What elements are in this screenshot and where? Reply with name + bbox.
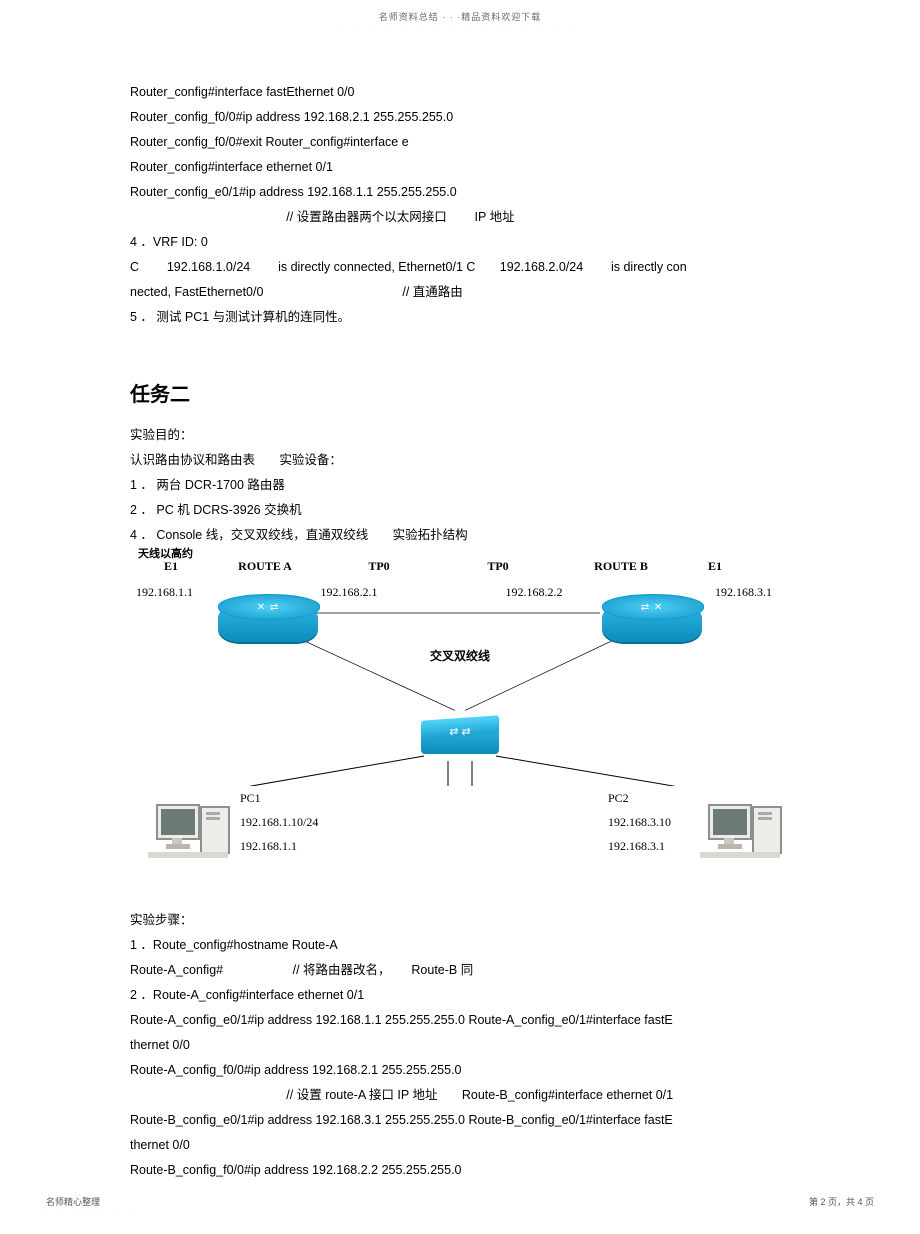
- code-line: Router_config_f0/0#exit Router_config#in…: [130, 130, 790, 155]
- code-line: 5 ． 测试 PC1 与测试计算机的连同性。: [130, 305, 790, 330]
- text-line: 4 ． Console 线，交叉双绞线，直通双绞线 实验拓扑结构: [130, 523, 790, 548]
- pc1-ip: 192.168.1.10/24: [240, 810, 318, 834]
- code-line: Router_config#interface ethernet 0/1: [130, 155, 790, 180]
- text-line: 1 ． 两台 DCR-1700 路由器: [130, 473, 790, 498]
- text-line: 实验步骤：: [130, 908, 790, 933]
- pc1-name: PC1: [240, 786, 318, 810]
- code-line: // 设置 route-A 接口 IP 地址 Route-B_config#in…: [130, 1083, 790, 1108]
- switch-row: ⇄ ⇄: [130, 726, 790, 786]
- page-content: Router_config#interface fastEthernet 0/0…: [0, 30, 920, 1183]
- pc2-label: PC2 192.168.3.10 192.168.3.1: [608, 786, 671, 858]
- code-line: Route-A_config_f0/0#ip address 192.168.2…: [130, 1058, 790, 1083]
- comment: IP 地址: [475, 210, 515, 224]
- pc1-label: PC1 192.168.1.10/24 192.168.1.1: [240, 786, 318, 858]
- code-line: Router_config_f0/0#ip address 192.168.2.…: [130, 105, 790, 130]
- header-title: 名师资料总结 · · ·精品资料欢迎下载: [0, 0, 920, 23]
- footer-right: 第 2 页，共 4 页: [809, 1195, 874, 1208]
- code-line: Route-A_config_e0/1#ip address 192.168.1…: [130, 1008, 790, 1033]
- code-line: thernet 0/0: [130, 1033, 790, 1058]
- pc2-ip: 192.168.3.10: [608, 810, 671, 834]
- code-line: // 设置路由器两个以太网接口 IP 地址: [130, 205, 790, 230]
- footer-left-dots: · · · · · · ·: [46, 1212, 135, 1218]
- code-line: 4 ．VRF ID: 0: [130, 230, 790, 255]
- switch-icon: ⇄ ⇄: [421, 716, 499, 760]
- switch-arrows-icon: ⇄ ⇄: [421, 721, 499, 743]
- comment: // 直通路由: [402, 285, 462, 299]
- comment: // 设置 route-A 接口 IP 地址: [286, 1088, 437, 1102]
- code-line: Route-A_config# // 将路由器改名， Route-B 同: [130, 958, 790, 983]
- code-line: C 192.168.1.0/24 is directly connected, …: [130, 255, 790, 280]
- router-row: ✕ ⇄ ⇄ ✕ 交叉双绞线: [130, 600, 790, 730]
- pc2-gw: 192.168.3.1: [608, 834, 671, 858]
- router-arrows-icon: ⇄ ✕: [602, 598, 702, 618]
- network-diagram: 天线以高约 E1 ROUTE A TP0 TP0 ROUTE B E1 192.…: [130, 554, 790, 886]
- comment: // 设置路由器两个以太网接口: [286, 210, 446, 224]
- text-line: 实验目的：: [130, 423, 790, 448]
- pc1-gw: 192.168.1.1: [240, 834, 318, 858]
- footer-left: 名师精心整理: [46, 1195, 100, 1208]
- router-arrows-icon: ✕ ⇄: [218, 598, 318, 618]
- router-b-icon: ⇄ ✕: [602, 604, 702, 642]
- task-heading: 任务二: [130, 375, 790, 415]
- code-line: Router_config#interface fastEthernet 0/0: [130, 80, 790, 105]
- code-line: 2 ．Route-A_config#interface ethernet 0/1: [130, 983, 790, 1008]
- cross-cable-label: 交叉双绞线: [130, 644, 790, 668]
- overlap-text: 天线以高约: [138, 543, 193, 565]
- code-line: nected, FastEthernet0/0 // 直通路由: [130, 280, 790, 305]
- pc1-icon: [148, 804, 228, 874]
- pc2-icon: [700, 804, 780, 874]
- text-line: 2 ． PC 机 DCRS-3926 交换机: [130, 498, 790, 523]
- code-line: Route-B_config_e0/1#ip address 192.168.3…: [130, 1108, 790, 1133]
- label-row: E1 ROUTE A TP0 TP0 ROUTE B E1: [130, 554, 790, 578]
- code-line: 1 ．Route_config#hostname Route-A: [130, 933, 790, 958]
- code-line: Route-B_config_f0/0#ip address 192.168.2…: [130, 1158, 790, 1183]
- pc2-name: PC2: [608, 786, 671, 810]
- comment: // 将路由器改名，: [293, 963, 391, 977]
- text-line: 认识路由协议和路由表 实验设备：: [130, 448, 790, 473]
- code-line: thernet 0/0: [130, 1133, 790, 1158]
- router-a-icon: ✕ ⇄: [218, 604, 318, 642]
- pc-row: PC1 192.168.1.10/24 192.168.1.1 PC2 192.…: [130, 786, 790, 886]
- code-line: Router_config_e0/1#ip address 192.168.1.…: [130, 180, 790, 205]
